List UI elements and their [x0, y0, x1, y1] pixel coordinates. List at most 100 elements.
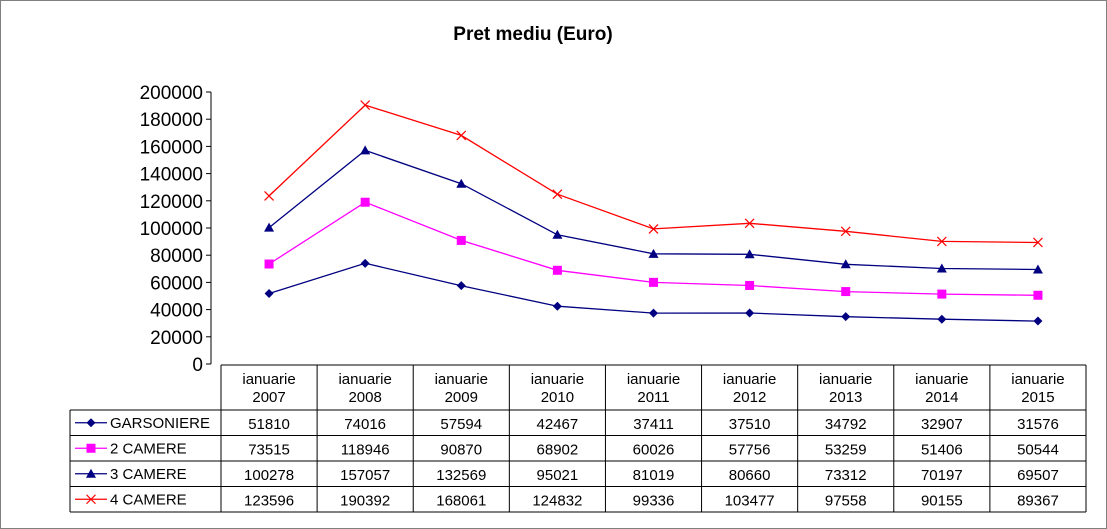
data-point [264, 289, 274, 299]
y-tick-label: 60000 [150, 273, 203, 294]
category-label-line2: 2012 [733, 389, 766, 406]
series-name-label: 3 CAMERE [110, 466, 187, 483]
y-tick-label: 100000 [140, 219, 203, 240]
data-point [1032, 264, 1043, 274]
category-label-line1: ianuarie [915, 371, 968, 388]
data-table-value: 53259 [825, 441, 867, 458]
data-point [1033, 290, 1043, 300]
data-point [744, 249, 755, 259]
data-point [1033, 316, 1043, 326]
data-point [840, 259, 851, 269]
y-tick-label: 20000 [150, 328, 203, 349]
data-table-value: 68902 [537, 441, 579, 458]
y-tick-label: 180000 [140, 110, 203, 131]
data-table-value: 100278 [244, 467, 294, 484]
chart-title: Pret mediu (Euro) [453, 24, 612, 45]
data-table-value: 81019 [633, 467, 675, 484]
data-point [649, 277, 658, 287]
category-label-line1: ianuarie [338, 371, 391, 388]
data-point [936, 236, 947, 247]
marker-stroke [360, 100, 371, 110]
category-label-line2: 2007 [252, 389, 285, 406]
data-table-value: 51406 [921, 441, 963, 458]
data-point [936, 263, 947, 273]
category-label-line2: 2011 [637, 389, 669, 406]
data-table-value: 69507 [1017, 467, 1059, 484]
data-point [745, 308, 755, 318]
category-label-line2: 2015 [1021, 389, 1054, 406]
y-tick-label: 140000 [140, 165, 203, 186]
series-name-label: 2 CAMERE [110, 440, 187, 457]
marker-stroke [264, 190, 274, 201]
category-label-line2: 2013 [829, 389, 862, 406]
category-label-line1: ianuarie [242, 371, 295, 388]
data-table-value: 37411 [633, 416, 674, 433]
data-table-value: 132569 [436, 467, 486, 484]
data-table-value: 95021 [537, 467, 579, 484]
data-point [745, 280, 755, 290]
y-tick-label: 0 [192, 355, 203, 376]
data-point [552, 189, 563, 200]
series-4-camere [264, 100, 1043, 248]
data-table-value: 34792 [825, 416, 867, 433]
marker-stroke [86, 494, 96, 505]
data-table-value: 50544 [1017, 441, 1059, 458]
data-point [1033, 237, 1043, 248]
data-table-value: 74016 [344, 416, 386, 433]
data-table-value: 190392 [340, 492, 390, 509]
y-tick-label: 40000 [150, 301, 203, 322]
data-table-value: 31576 [1017, 416, 1059, 433]
data-point [840, 226, 851, 237]
y-tick-label: 200000 [140, 83, 203, 104]
data-table-value: 90870 [440, 441, 482, 458]
data-point [456, 281, 466, 291]
data-point [841, 287, 851, 297]
series-name-label: GARSONIERE [110, 415, 210, 432]
data-table-value: 89367 [1017, 492, 1059, 509]
y-tick-label: 80000 [150, 246, 203, 267]
data-point [264, 259, 274, 269]
marker-stroke [552, 189, 563, 200]
data-point [456, 130, 467, 141]
data-table-value: 118946 [341, 441, 390, 458]
marker-stroke [840, 226, 851, 237]
series-garsoniere [264, 258, 1043, 326]
category-label-line1: ianuarie [1011, 371, 1064, 388]
category-label-line1: ianuarie [627, 371, 680, 388]
data-point [552, 265, 562, 275]
series-name-label: 4 CAMERE [110, 491, 187, 508]
data-point [841, 312, 851, 322]
data-table-value: 60026 [633, 441, 675, 458]
category-label-line2: 2008 [348, 389, 381, 406]
series-2-camere [264, 197, 1043, 300]
data-point [744, 218, 755, 229]
data-table-value: 57594 [440, 416, 482, 433]
data-table-value: 70197 [921, 467, 963, 484]
data-point [937, 314, 947, 324]
axis-layer: 0 20000 40000 60000 80000 100000 120000 140000 1… [140, 83, 212, 376]
data-table-value: 80660 [729, 467, 771, 484]
data-point [360, 145, 371, 155]
data-point [552, 301, 562, 311]
data-table-value: 157057 [340, 467, 390, 484]
data-table-value: 124832 [532, 492, 582, 509]
legend-key-marker [86, 494, 96, 505]
data-table-value: 73312 [825, 467, 867, 484]
data-point [264, 190, 274, 201]
data-table: ianuarie2007ianuarie2008ianuarie2009ianu… [69, 364, 1087, 513]
series-layer [264, 100, 1043, 326]
data-table-value: 97558 [825, 492, 867, 509]
data-point [360, 258, 370, 268]
category-label-line2: 2010 [541, 389, 574, 406]
marker-stroke [744, 218, 755, 229]
data-point [648, 248, 659, 258]
data-table-value: 57756 [729, 441, 771, 458]
series-line [268, 104, 1038, 244]
data-table-value: 103477 [725, 492, 775, 509]
data-point [649, 308, 658, 318]
data-table-value: 37510 [729, 416, 771, 433]
data-point [264, 222, 275, 232]
y-tick-label: 120000 [140, 192, 203, 213]
